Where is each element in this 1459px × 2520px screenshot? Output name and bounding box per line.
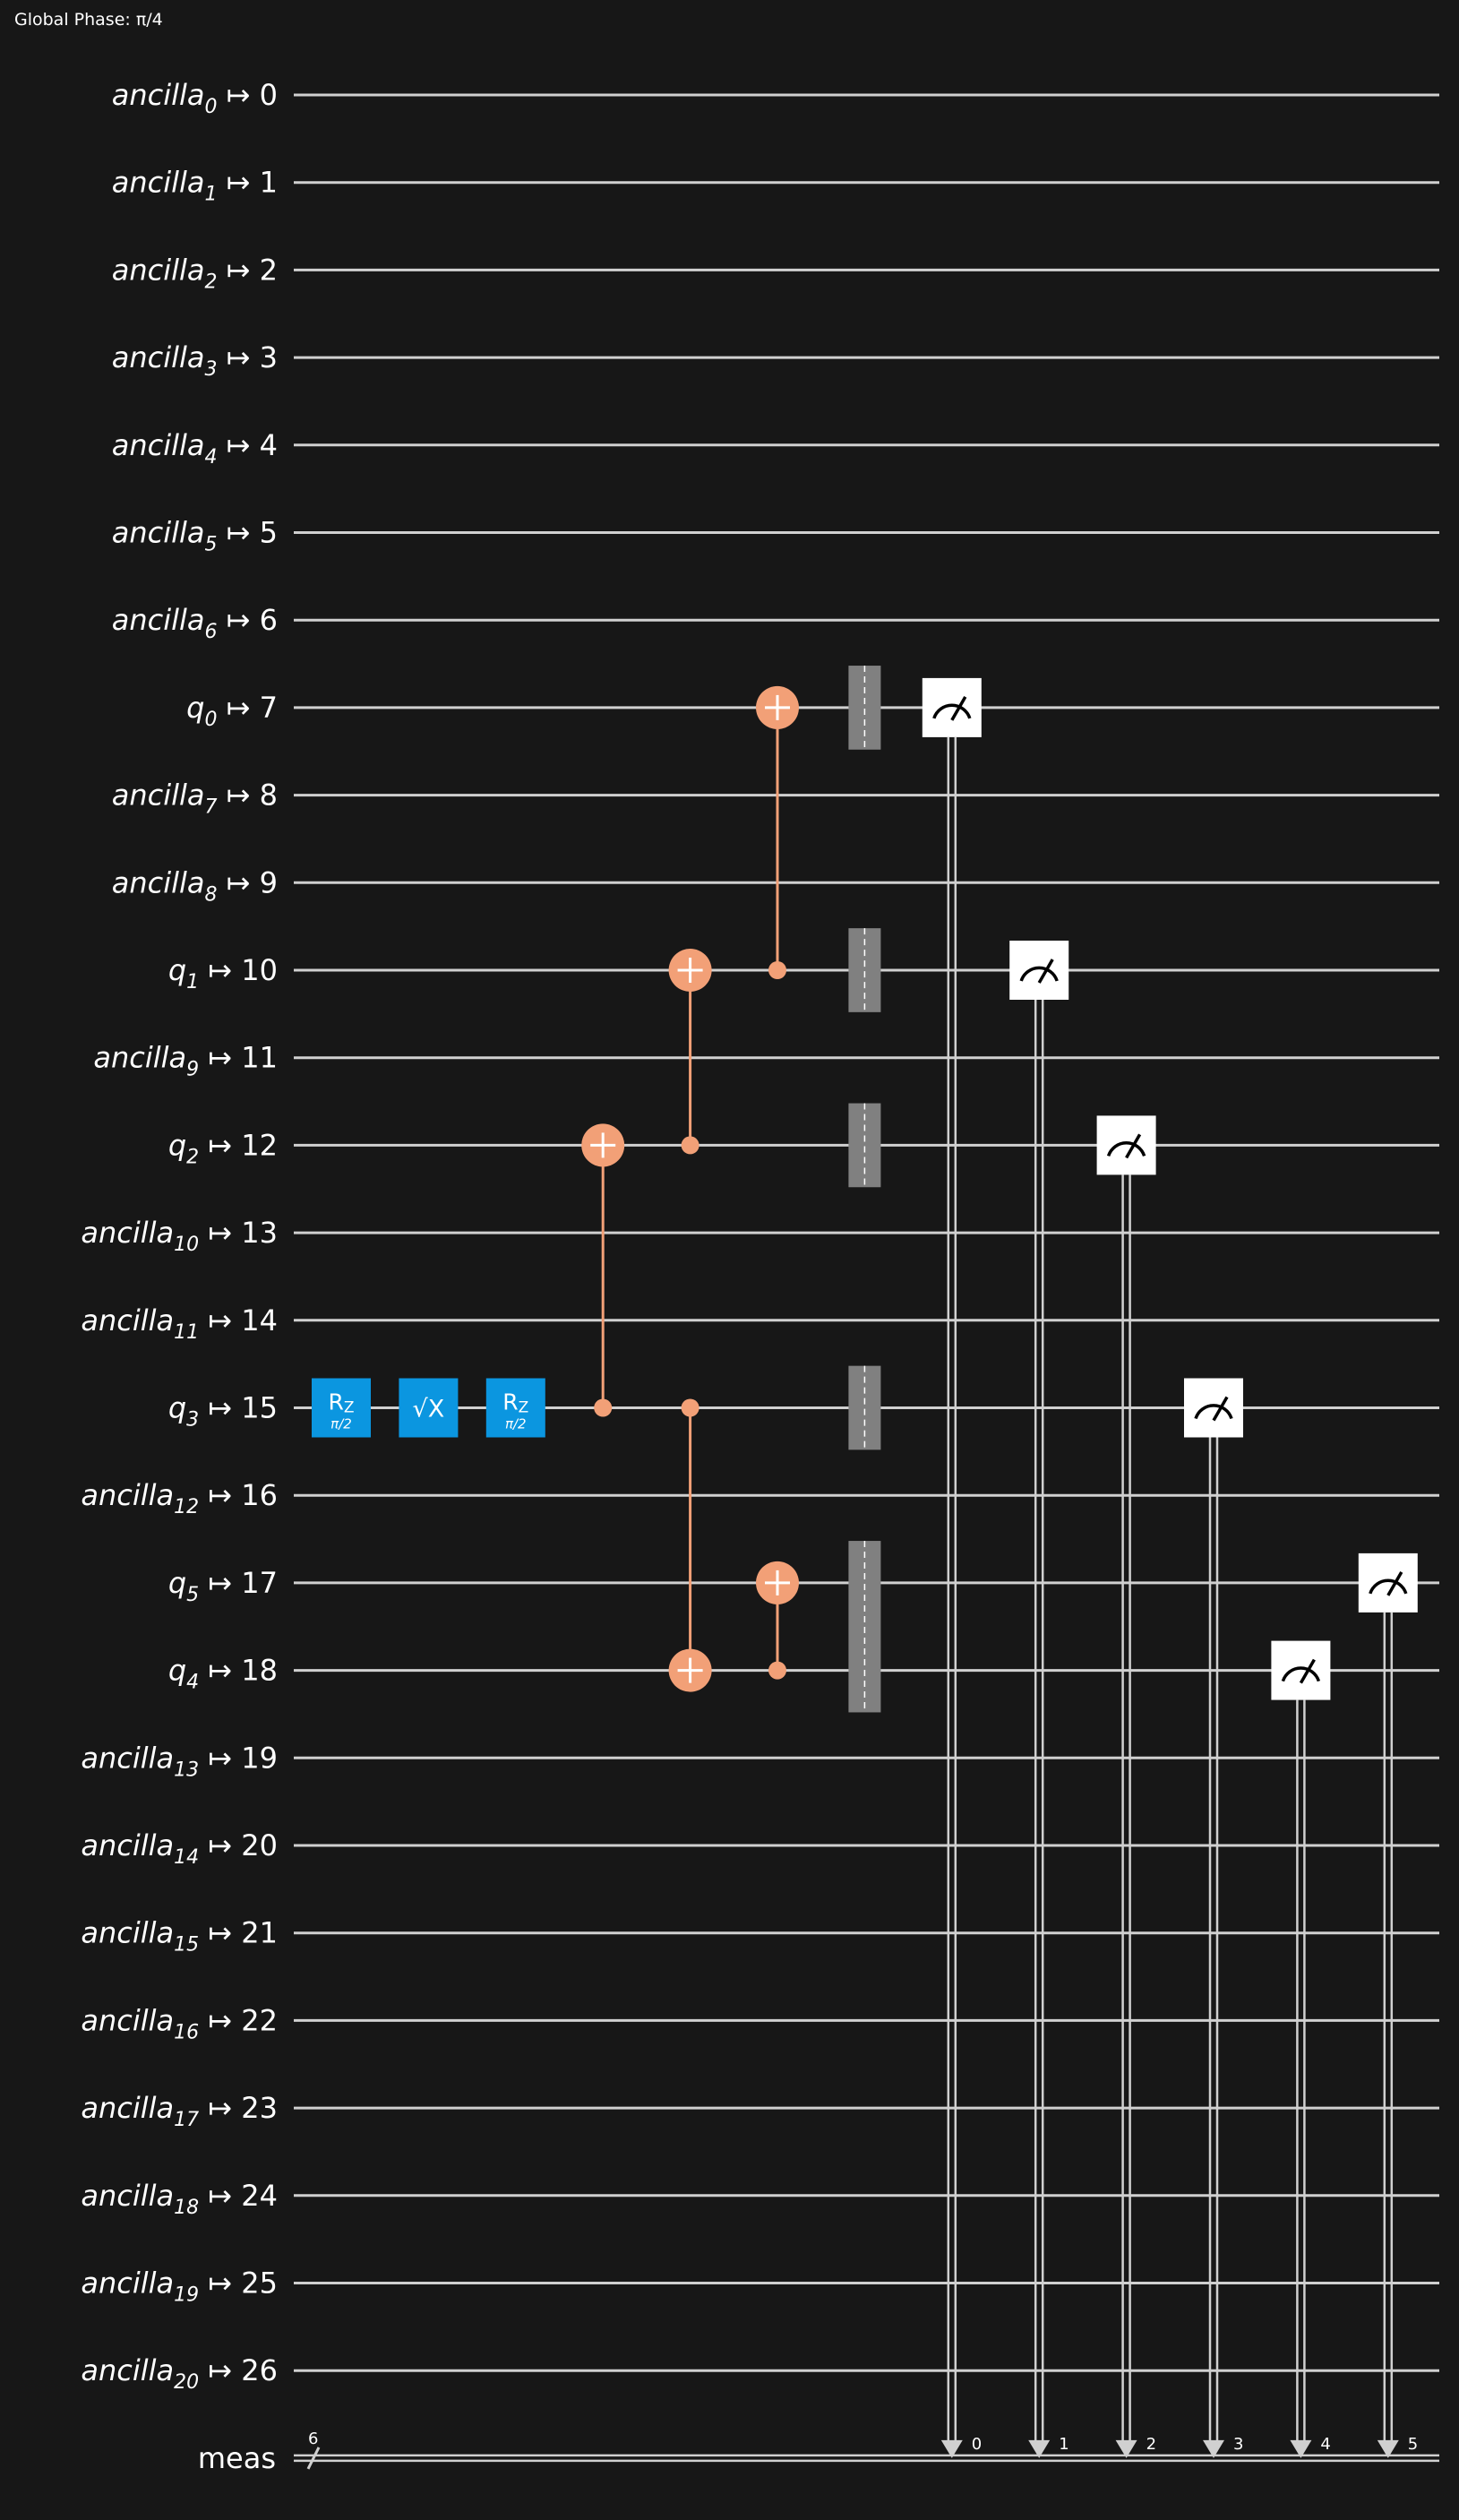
qubit-label: ancilla6 ↦ 6 — [112, 603, 278, 643]
meter-arc-icon — [1369, 1578, 1408, 1595]
cx-control-dot — [594, 1398, 613, 1417]
measure-gate-box — [1184, 1378, 1243, 1438]
qubit-label: ancilla5 ↦ 5 — [112, 516, 278, 556]
measure-gate-box — [922, 677, 982, 737]
cx-control-dot — [768, 961, 786, 979]
qubit-label: q0 ↦ 7 — [186, 691, 278, 731]
qubit-label: ancilla15 ↦ 21 — [81, 1916, 278, 1957]
classical-bit-index: 2 — [1146, 2435, 1156, 2454]
rz-gate-label: RZ — [328, 1389, 354, 1417]
sx-gate-box — [399, 1378, 459, 1438]
classical-bit-index: 1 — [1059, 2435, 1069, 2454]
qubit-label: ancilla17 ↦ 23 — [81, 2091, 278, 2131]
qubit-label: ancilla8 ↦ 9 — [112, 865, 278, 906]
meter-arc-icon — [1019, 966, 1059, 982]
meter-needle-icon — [1125, 1133, 1142, 1159]
gates-layer: RZπ/2√X RZπ/20 1 2 3 4 5 — [312, 666, 1418, 2458]
qubit-label: q5 ↦ 17 — [168, 1566, 278, 1606]
cx-control-dot — [681, 1136, 699, 1155]
cx-control-dot — [681, 1398, 699, 1417]
rz-gate-box — [312, 1378, 371, 1438]
classical-bit-index: 3 — [1233, 2435, 1243, 2454]
meter-needle-icon — [1037, 959, 1054, 984]
classical-bit-index: 5 — [1408, 2435, 1418, 2454]
measure-gate-box — [1358, 1552, 1418, 1613]
measure-gate-box — [1009, 941, 1069, 1000]
classical-width-label: 6 — [308, 2430, 318, 2448]
rz-gate-box — [485, 1378, 545, 1438]
qubit-label: ancilla7 ↦ 8 — [112, 778, 278, 819]
measure-arrow-icon — [1115, 2439, 1137, 2458]
rz-gate-label: RZ — [502, 1389, 528, 1417]
sx-gate-label: √X — [413, 1396, 445, 1423]
meter-arc-icon — [1106, 1141, 1146, 1157]
qubit-label: ancilla12 ↦ 16 — [81, 1478, 278, 1518]
qubit-label: ancilla10 ↦ 13 — [81, 1216, 278, 1256]
measure-gate-box — [1096, 1115, 1156, 1175]
meter-needle-icon — [1299, 1658, 1316, 1684]
qubit-label: q3 ↦ 15 — [168, 1391, 278, 1432]
global-phase-label: Global Phase: π/4 — [14, 10, 163, 30]
meter-needle-icon — [950, 696, 967, 721]
classical-bit-index: 0 — [972, 2435, 982, 2454]
qubit-label: ancilla18 ↦ 24 — [81, 2179, 278, 2219]
rz-gate-param: π/2 — [330, 1416, 352, 1432]
measure-arrow-icon — [1290, 2439, 1312, 2458]
qubit-label: q2 ↦ 12 — [168, 1128, 278, 1168]
qubit-label: ancilla13 ↦ 19 — [81, 1741, 278, 1781]
qubit-label: ancilla4 ↦ 4 — [112, 428, 278, 469]
meter-arc-icon — [932, 703, 972, 719]
measure-arrow-icon — [940, 2439, 963, 2458]
qubit-label: ancilla20 ↦ 26 — [81, 2353, 278, 2394]
qubit-label: ancilla9 ↦ 11 — [93, 1041, 278, 1081]
classical-bit-index: 4 — [1320, 2435, 1330, 2454]
qubit-label: q4 ↦ 18 — [168, 1654, 278, 1694]
qubit-label: ancilla16 ↦ 22 — [81, 2003, 278, 2043]
bus-slash-icon — [306, 2447, 321, 2470]
qubit-label: ancilla3 ↦ 3 — [112, 340, 278, 381]
qubit-label: ancilla2 ↦ 2 — [112, 253, 278, 293]
qubit-label: q1 ↦ 10 — [168, 953, 278, 993]
qubit-label: ancilla1 ↦ 1 — [112, 166, 278, 206]
meter-needle-icon — [1386, 1571, 1403, 1596]
measure-arrow-icon — [1203, 2439, 1224, 2458]
measure-gate-box — [1271, 1640, 1331, 1700]
classical-register-label: meas — [198, 2441, 276, 2475]
qubit-label: ancilla11 ↦ 14 — [81, 1303, 278, 1344]
meter-needle-icon — [1212, 1396, 1229, 1422]
measure-arrow-icon — [1028, 2439, 1051, 2458]
qubit-label: ancilla0 ↦ 0 — [112, 78, 278, 118]
rz-gate-param: π/2 — [505, 1416, 527, 1432]
meter-arc-icon — [1194, 1404, 1233, 1420]
labels-layer: ancilla0 ↦ 0 ancilla1 ↦ 1 ancilla2 ↦ 2 anci… — [81, 78, 318, 2475]
qubit-label: ancilla19 ↦ 25 — [81, 2266, 278, 2307]
measure-arrow-icon — [1377, 2439, 1399, 2458]
qubit-label: ancilla14 ↦ 20 — [81, 1828, 278, 1869]
wires-layer — [294, 93, 1439, 2470]
cx-control-dot — [768, 1661, 786, 1680]
meter-arc-icon — [1281, 1666, 1321, 1682]
